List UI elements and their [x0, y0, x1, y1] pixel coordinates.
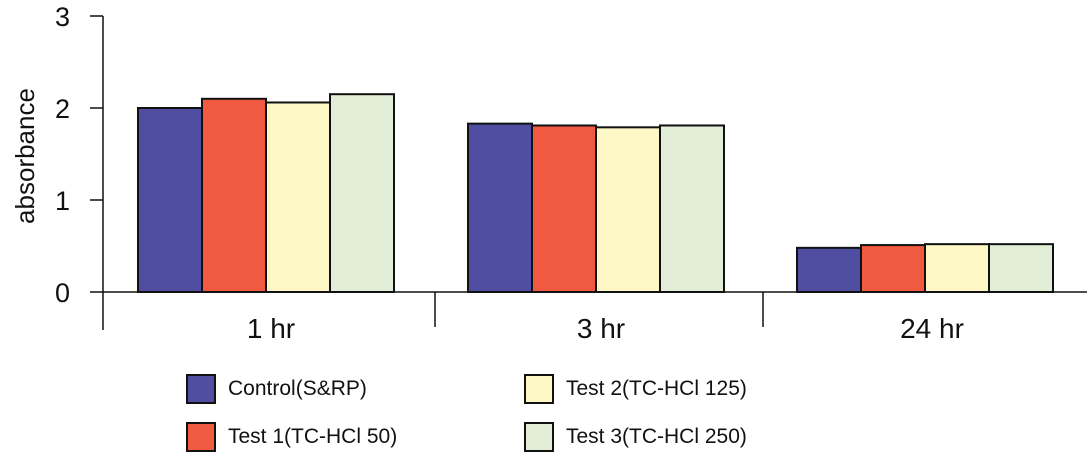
bar — [924, 243, 990, 294]
bar — [659, 124, 725, 294]
y-axis-label: absorbance — [10, 88, 40, 224]
legend-item-test2: Test 2(TC-HCl 125) — [524, 372, 747, 406]
bars — [137, 93, 1054, 294]
legend-label: Control(S&RP) — [228, 377, 367, 400]
y-tick-label: 2 — [55, 94, 70, 124]
bar — [860, 244, 926, 293]
bar — [796, 246, 862, 293]
bar — [265, 101, 331, 294]
bar — [201, 97, 267, 293]
bar — [531, 124, 597, 294]
bar — [329, 93, 395, 293]
legend: Control(S&RP) Test 1(TC-HCl 50) Test 2(T… — [186, 372, 886, 452]
legend-swatch — [524, 374, 554, 404]
bar — [595, 126, 661, 293]
legend-item-test1: Test 1(TC-HCl 50) — [186, 420, 397, 454]
x-tick-label: 3 hr — [577, 313, 625, 344]
y-tick-label: 1 — [55, 186, 70, 216]
bar — [988, 243, 1054, 294]
legend-label: Test 1(TC-HCl 50) — [228, 425, 398, 448]
bar — [467, 122, 533, 293]
y-tick-label: 0 — [55, 278, 70, 308]
x-tick-label: 1 hr — [247, 313, 295, 344]
labels: 0 1 2 3 absorbance 1 hr 3 hr 24 hr — [10, 2, 964, 344]
legend-item-test3: Test 3(TC-HCl 250) — [524, 420, 747, 454]
legend-label: Test 3(TC-HCl 250) — [566, 425, 747, 448]
y-tick-label: 3 — [55, 2, 70, 32]
legend-swatch — [186, 374, 216, 404]
legend-swatch — [524, 422, 554, 452]
bar — [137, 107, 203, 293]
legend-label: Test 2(TC-HCl 125) — [566, 377, 747, 400]
legend-item-control: Control(S&RP) — [186, 372, 367, 406]
x-tick-label: 24 hr — [900, 313, 964, 344]
legend-swatch — [186, 422, 216, 452]
